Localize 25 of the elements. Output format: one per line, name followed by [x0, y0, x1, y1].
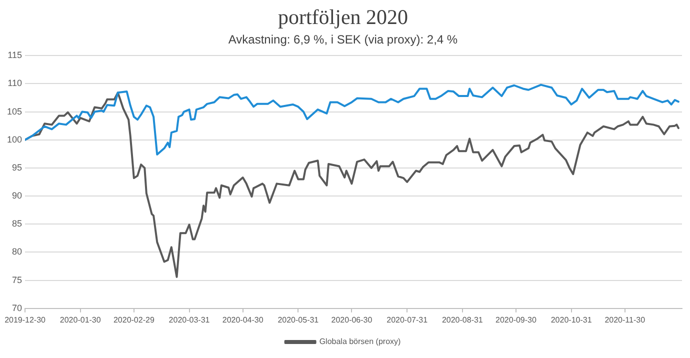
x-tick-label: 2020-11-30: [604, 315, 646, 324]
x-tick-label: 2020-02-29: [113, 315, 155, 324]
x-tick-label: 2020-08-31: [442, 315, 484, 324]
x-tick-label: 2020-10-31: [550, 315, 592, 324]
x-tick-label: 2020-01-30: [60, 315, 102, 324]
y-tick-label: 110: [8, 78, 22, 88]
y-tick-label: 115: [8, 50, 22, 60]
x-tick-label: 2019-12-30: [4, 315, 46, 324]
y-tick-label: 100: [6, 134, 22, 144]
x-tick-label: 2020-06-30: [331, 315, 373, 324]
x-tick-label: 2020-05-31: [278, 315, 320, 324]
y-tick-label: 90: [12, 190, 22, 201]
x-tick-label: 2020-03-31: [168, 315, 210, 324]
chart-subtitle: Avkastning: 6,9 %, i SEK (via proxy): 2,4 %: [228, 32, 458, 47]
chart-title: portföljen 2020: [278, 5, 408, 30]
y-tick-label: 75: [12, 274, 22, 285]
y-tick-label: 105: [6, 106, 22, 116]
y-tick-label: 95: [12, 162, 22, 172]
x-tick-label: 2020-09-30: [496, 315, 537, 324]
x-tick-label: 2020-07-31: [386, 315, 428, 324]
legend-label: Globala börsen (proxy): [319, 337, 402, 346]
y-tick-label: 70: [12, 302, 22, 313]
y-tick-label: 85: [12, 218, 22, 229]
x-tick-label: 2020-04-30: [222, 315, 264, 324]
y-tick-label: 80: [12, 246, 22, 257]
